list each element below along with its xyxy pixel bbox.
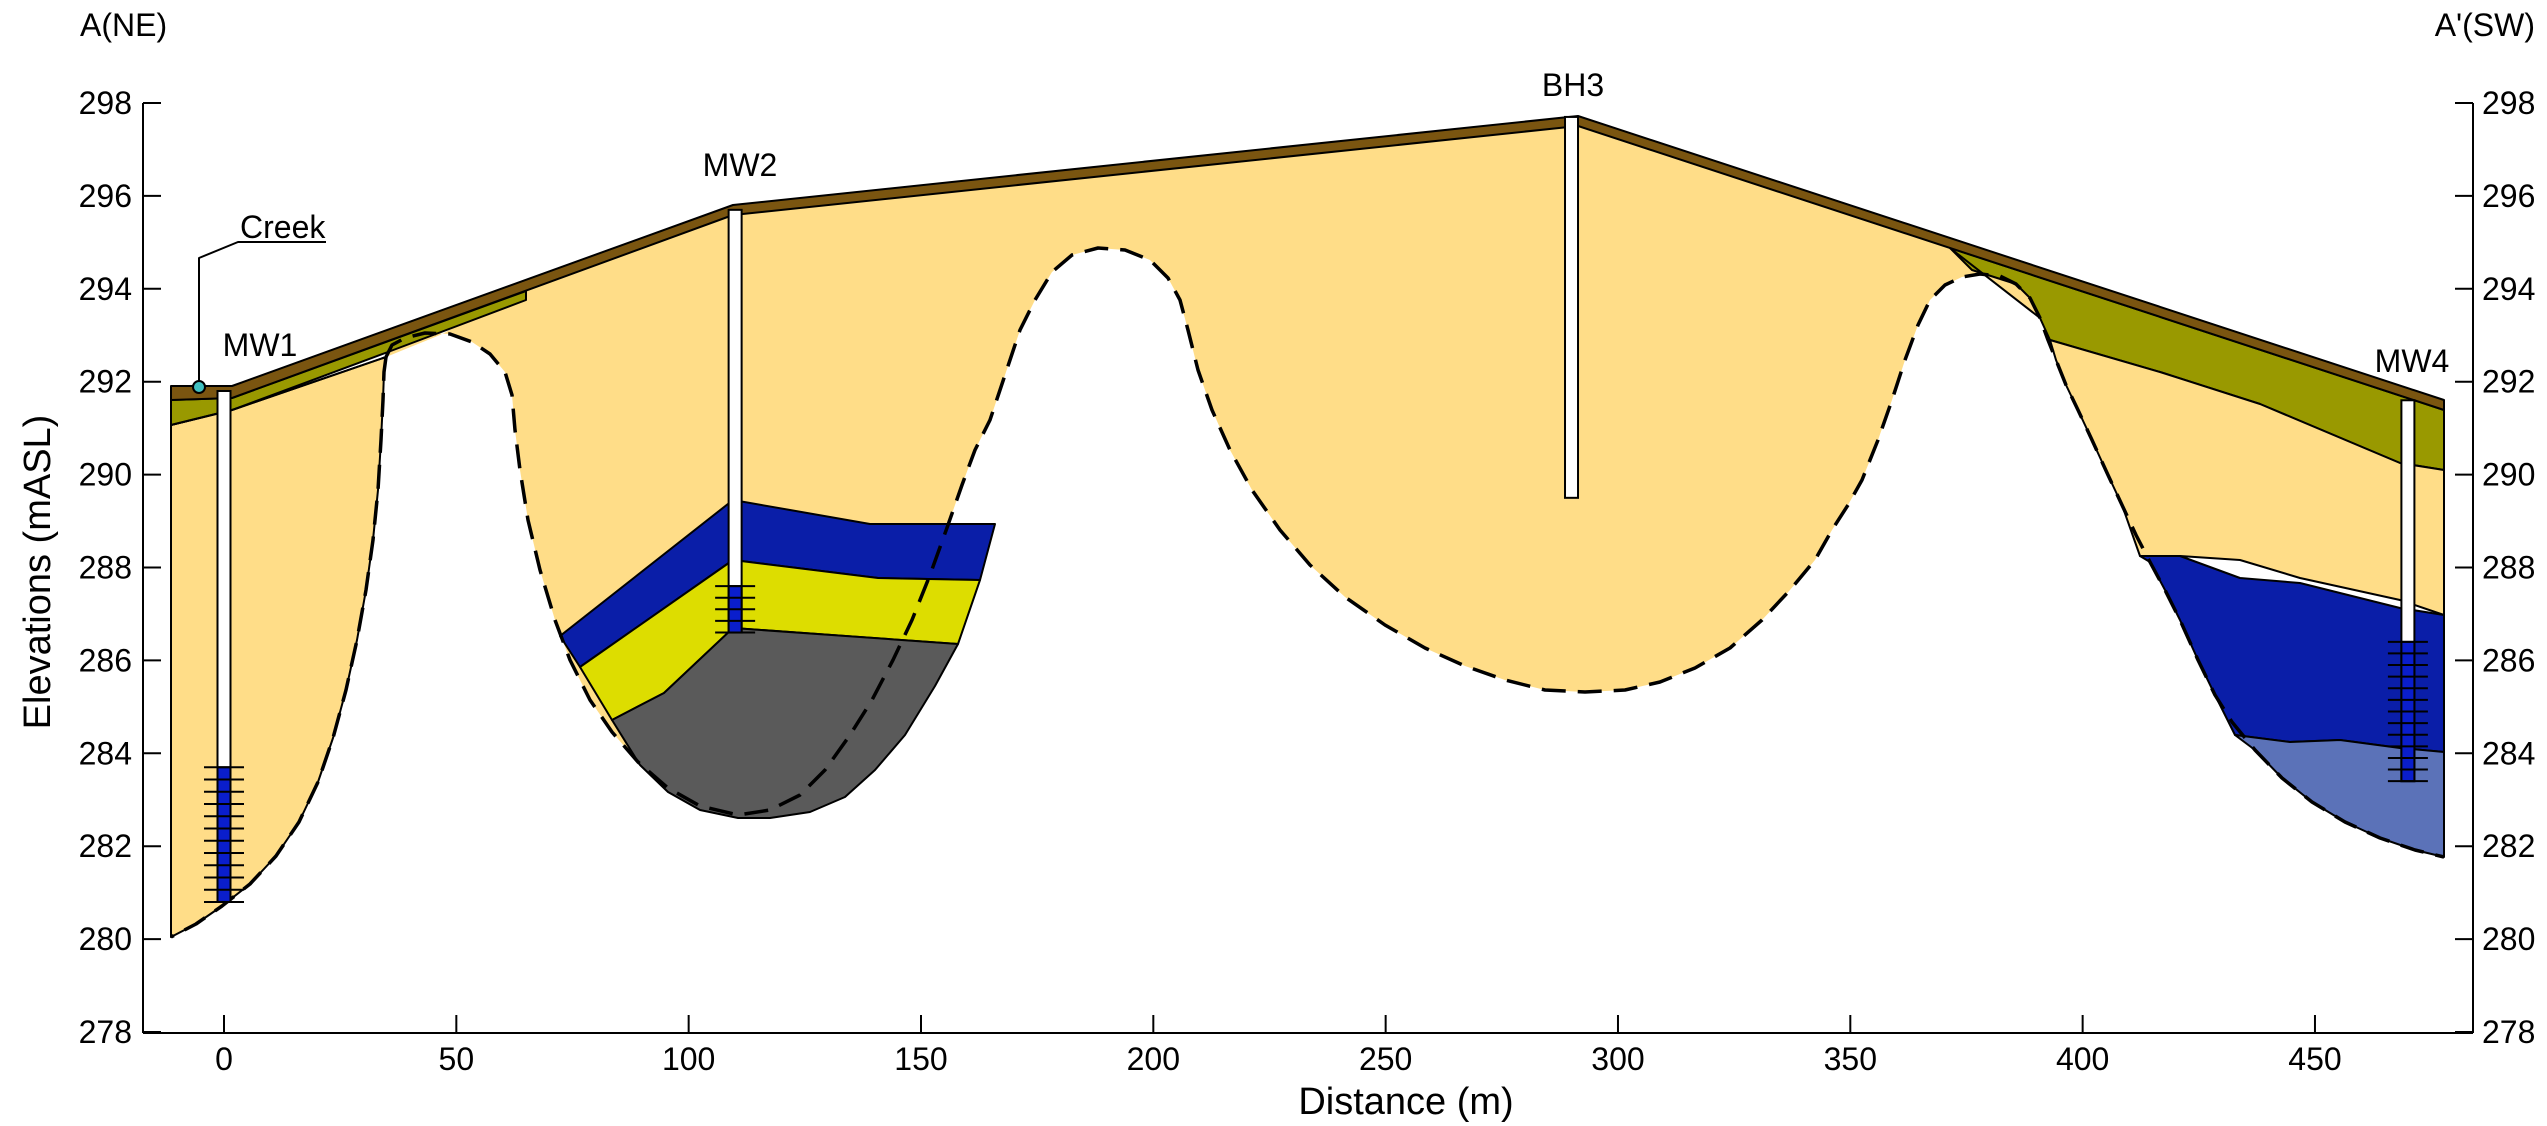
well-casing (1564, 115, 1580, 499)
wells (204, 115, 2428, 903)
axes: 278 278 280 280 282 282 284 284 286 286 288 288 290 2… (17, 7, 2535, 1123)
creek-marker: Creek (192, 209, 326, 394)
y-tick-label-left: 298 (79, 85, 132, 121)
x-axis-title: Distance (m) (1298, 1081, 1513, 1123)
label-a-sw: A'(SW) (2435, 7, 2535, 43)
y-tick-label-right: 296 (2482, 178, 2535, 214)
well-bh3 (1564, 115, 1580, 499)
creek-icon (192, 380, 206, 394)
y-tick-label-left: 290 (79, 457, 132, 493)
y-tick-label-right: 280 (2482, 921, 2535, 957)
well-mw1 (204, 389, 244, 903)
contact-basin-a-top (170, 356, 387, 426)
y-tick-label-left: 296 (79, 178, 132, 214)
label-mw1: MW1 (223, 327, 298, 363)
y-tick-label-left: 286 (79, 642, 132, 678)
well-screen (216, 766, 232, 903)
boundary-basin-a (170, 356, 388, 939)
y-tick-label-left: 280 (79, 921, 132, 957)
x-tick-label: 250 (1359, 1041, 1412, 1077)
y-tick-label-left: 284 (79, 735, 132, 771)
y-axis-title: Elevations (mASL) (17, 415, 59, 730)
well-mw2 (715, 208, 756, 634)
y-tick-label-right: 294 (2482, 271, 2535, 307)
x-tick-label: 50 (439, 1041, 475, 1077)
y-tick-label-right: 286 (2482, 642, 2535, 678)
unit-grey-basin-b (611, 627, 959, 819)
contact-olive-top (1949, 247, 2041, 319)
well-casing (727, 208, 743, 634)
label-mw4: MW4 (2375, 343, 2450, 379)
y-tick-label-right: 290 (2482, 457, 2535, 493)
y-tick-label-left: 288 (79, 550, 132, 586)
x-tick-label: 450 (2288, 1041, 2341, 1077)
y-tick-label-left: 294 (79, 271, 132, 307)
x-tick-label: 400 (2056, 1041, 2109, 1077)
label-mw2: MW2 (703, 147, 778, 183)
x-tick-label: 150 (894, 1041, 947, 1077)
creek-leader (198, 241, 326, 381)
basin-boundaries (170, 246, 2445, 939)
y-tick-label-right: 288 (2482, 550, 2535, 586)
label-a-ne: A(NE) (80, 7, 167, 43)
y-tick-label-right: 284 (2482, 735, 2535, 771)
x-tick-label: 200 (1127, 1041, 1180, 1077)
x-tick-label: 300 (1591, 1041, 1644, 1077)
y-tick-label-right: 278 (2482, 1014, 2535, 1050)
y-tick-label-right: 292 (2482, 364, 2535, 400)
y-tick-label-left: 278 (79, 1014, 132, 1050)
y-tick-label-right: 298 (2482, 85, 2535, 121)
x-tick-label: 350 (1824, 1041, 1877, 1077)
x-tick-label: 100 (662, 1041, 715, 1077)
y-tick-label-left: 292 (79, 364, 132, 400)
geologic-units (170, 115, 2445, 938)
well-labels: MW1 MW2 BH3 MW4 (223, 67, 2450, 379)
well-mw4 (2387, 399, 2428, 783)
label-creek: Creek (240, 209, 326, 245)
x-tick-label: 0 (215, 1041, 233, 1077)
y-tick-label-left: 282 (79, 828, 132, 864)
boundary-basins-b-c-d (384, 246, 2445, 859)
label-bh3: BH3 (1542, 67, 1604, 103)
y-tick-label-right: 282 (2482, 828, 2535, 864)
